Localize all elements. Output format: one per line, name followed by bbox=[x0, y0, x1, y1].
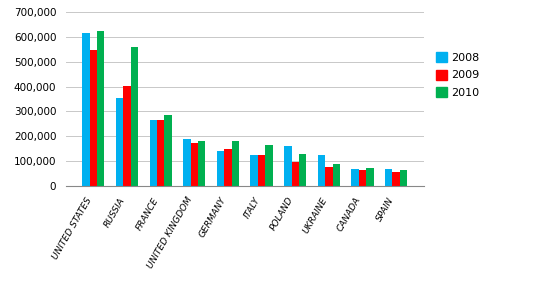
Bar bbox=[224, 149, 232, 186]
Bar bbox=[393, 172, 400, 186]
Bar bbox=[299, 154, 306, 186]
Bar bbox=[97, 31, 104, 186]
Bar bbox=[150, 120, 157, 186]
Bar bbox=[164, 116, 172, 186]
Bar bbox=[198, 141, 205, 186]
Bar bbox=[351, 169, 359, 186]
Bar bbox=[385, 169, 393, 186]
Bar bbox=[366, 168, 373, 186]
Bar bbox=[131, 47, 138, 186]
Bar bbox=[191, 142, 198, 186]
Bar bbox=[325, 167, 333, 186]
Bar bbox=[82, 33, 90, 186]
Bar bbox=[292, 162, 299, 186]
Bar bbox=[359, 170, 366, 186]
Bar bbox=[250, 155, 258, 186]
Bar bbox=[90, 50, 97, 186]
Bar bbox=[157, 120, 164, 186]
Bar bbox=[123, 86, 131, 186]
Bar bbox=[400, 170, 407, 186]
Bar bbox=[232, 140, 239, 186]
Legend: 2008, 2009, 2010: 2008, 2009, 2010 bbox=[433, 49, 483, 101]
Bar bbox=[265, 146, 273, 186]
Bar bbox=[318, 155, 325, 186]
Bar bbox=[333, 164, 340, 186]
Bar bbox=[116, 98, 123, 186]
Bar bbox=[284, 146, 292, 186]
Bar bbox=[183, 139, 191, 186]
Bar bbox=[217, 151, 224, 186]
Bar bbox=[258, 155, 265, 186]
